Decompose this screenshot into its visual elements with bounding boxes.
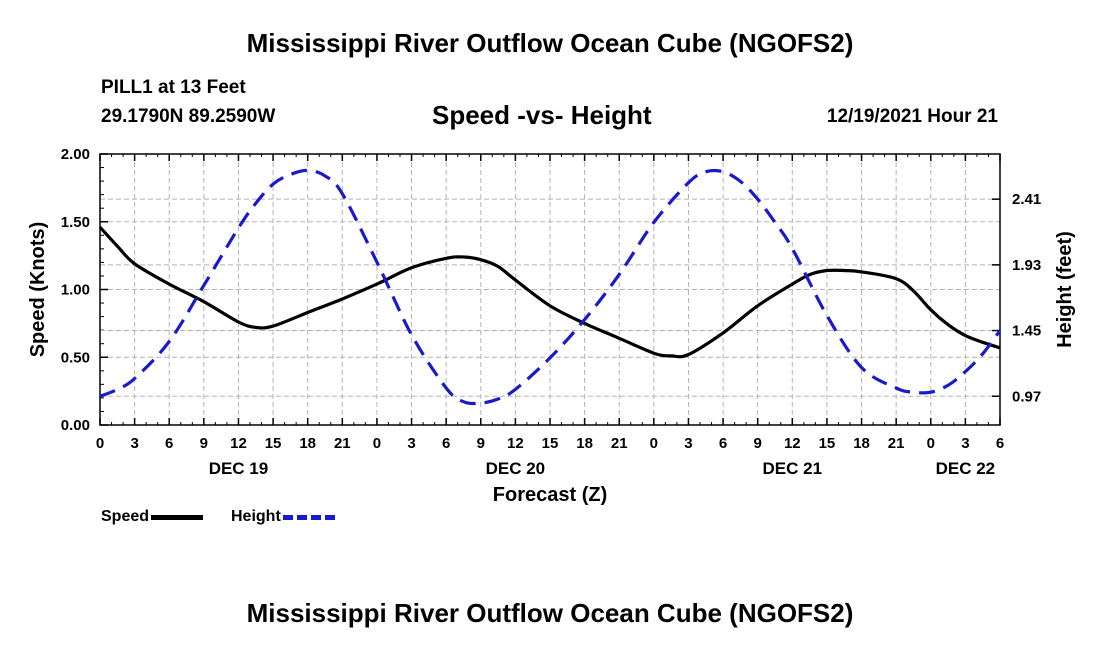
forecast-datetime: 12/19/2021 Hour 21: [826, 106, 998, 127]
y2-tick-label: 1.45: [1012, 323, 1041, 340]
y2-axis-title: Height (feet): [1054, 231, 1076, 348]
x-tick-label: 0: [373, 435, 381, 452]
legend-speed-label: Speed: [101, 508, 150, 525]
chart-subtitle: Speed -vs- Height: [432, 100, 652, 130]
height-series-line: [99, 168, 1002, 406]
y2-tick-label: 0.97: [1012, 388, 1041, 405]
x-tick-label: 12: [230, 435, 247, 452]
x-tick-label: 3: [130, 435, 138, 452]
speed-series-line: [98, 226, 1001, 359]
x-tick-label: 6: [996, 435, 1004, 452]
x-tick-label: 18: [576, 435, 593, 452]
y-tick-label: 2.00: [61, 146, 90, 163]
x-tick-label: 21: [334, 435, 351, 452]
plot-frame: [99, 153, 1001, 426]
day-label: DEC 22: [936, 459, 996, 478]
x-tick-label: 6: [719, 435, 727, 452]
station-coordinates: 29.1790N 89.2590W: [101, 106, 276, 127]
legend-height-label: Height: [231, 508, 281, 525]
legend-speed-swatch: [151, 514, 204, 520]
x-tick-label: 0: [927, 435, 935, 452]
x-tick-label: 3: [684, 435, 692, 452]
x-tick-label: 18: [853, 435, 870, 452]
x-tick-label: 12: [784, 435, 801, 452]
x-tick-label: 6: [442, 435, 450, 452]
y-tick-label: 0.00: [61, 417, 90, 434]
station-label: PILL1 at 13 Feet: [101, 77, 246, 98]
x-tick-label: 3: [961, 435, 969, 452]
y2-tick-label: 2.41: [1012, 191, 1041, 208]
x-tick-label: 0: [650, 435, 658, 452]
x-axis-title: Forecast (Z): [493, 484, 607, 506]
day-label: DEC 21: [763, 459, 823, 478]
x-tick-label: 21: [888, 435, 905, 452]
x-tick-label: 6: [165, 435, 173, 452]
y2-tick-label: 1.93: [1012, 257, 1041, 274]
x-tick-label: 3: [407, 435, 415, 452]
y-axis-title: Speed (Knots): [27, 222, 49, 358]
legend-height-swatch: [282, 514, 335, 520]
x-tick-label: 15: [542, 435, 559, 452]
legend-speed: Speed: [101, 508, 204, 526]
x-tick-label: 9: [200, 435, 208, 452]
y-tick-label: 1.50: [61, 214, 90, 231]
x-tick-label: 21: [611, 435, 628, 452]
x-tick-label: 15: [265, 435, 282, 452]
x-tick-label: 18: [299, 435, 316, 452]
x-tick-label: 12: [507, 435, 524, 452]
day-label: DEC 19: [209, 459, 269, 478]
chart-title: Mississippi River Outflow Ocean Cube (NG…: [246, 28, 854, 58]
x-tick-label: 15: [819, 435, 836, 452]
y-tick-label: 0.50: [61, 349, 90, 366]
y-tick-label: 1.00: [61, 282, 90, 299]
legend-height: Height: [231, 508, 335, 526]
x-tick-label: 9: [477, 435, 485, 452]
x-tick-label: 9: [754, 435, 762, 452]
day-label: DEC 20: [486, 459, 546, 478]
x-tick-label: 0: [96, 435, 104, 452]
footer-title: Mississippi River Outflow Ocean Cube (NG…: [246, 598, 854, 628]
